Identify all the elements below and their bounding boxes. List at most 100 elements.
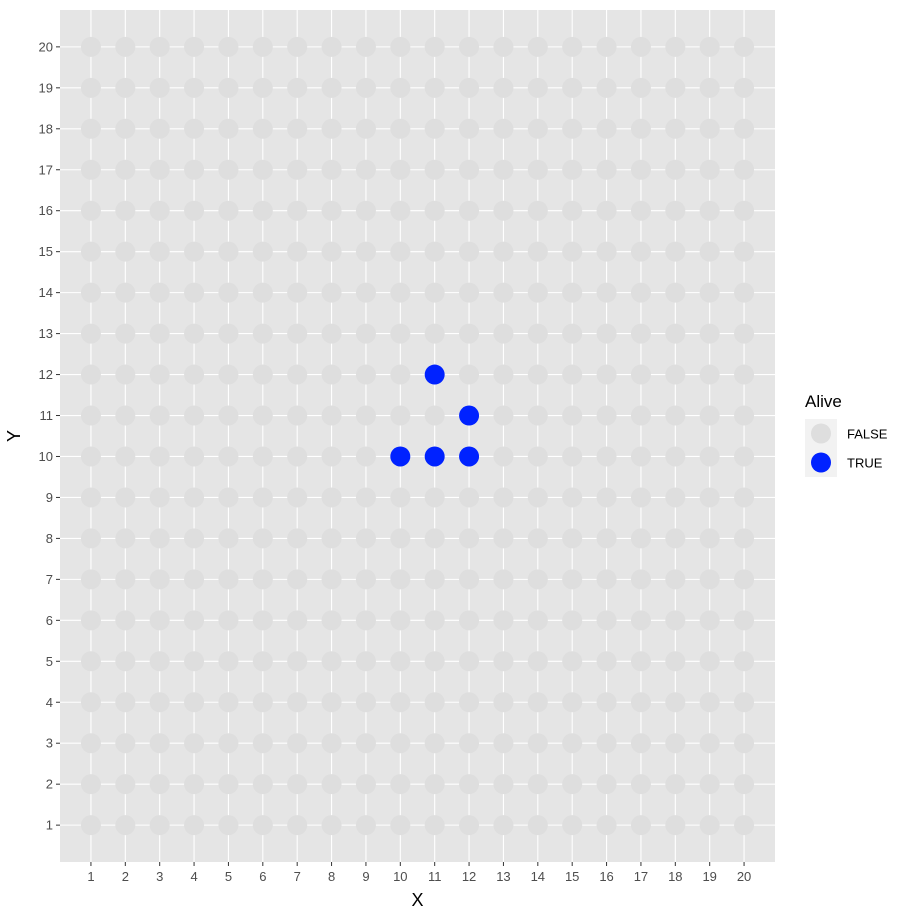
point-false-13-10 [493,446,514,467]
point-false-1-13 [80,323,101,344]
legend-title: Alive [805,392,842,411]
point-false-20-13 [734,323,755,344]
x-tick-label-1: 1 [87,869,94,884]
point-false-16-12 [596,364,617,385]
point-false-16-18 [596,118,617,139]
point-false-1-3 [80,733,101,754]
x-axis: 1 2 3 4 5 6 7 8 9 10 11 12 13 14 15 16 17 18 19 20 [87,862,751,884]
point-false-9-12 [355,364,376,385]
point-false-11-13 [424,323,445,344]
point-false-7-16 [287,200,308,221]
point-false-1-4 [80,692,101,713]
point-false-10-19 [390,77,411,98]
point-false-20-17 [734,159,755,180]
point-false-2-20 [115,36,136,57]
point-false-13-16 [493,200,514,221]
point-false-1-5 [80,651,101,672]
point-false-6-2 [252,774,273,795]
point-false-4-2 [184,774,205,795]
point-false-18-18 [665,118,686,139]
point-false-14-10 [527,446,548,467]
point-false-18-14 [665,282,686,303]
point-false-6-14 [252,282,273,303]
point-false-14-2 [527,774,548,795]
point-false-17-17 [630,159,651,180]
point-false-3-9 [149,487,170,508]
point-false-8-13 [321,323,342,344]
point-false-4-10 [184,446,205,467]
point-false-1-2 [80,774,101,795]
point-false-10-2 [390,774,411,795]
point-false-4-18 [184,118,205,139]
point-false-10-18 [390,118,411,139]
point-false-8-6 [321,610,342,631]
point-false-7-13 [287,323,308,344]
point-false-17-1 [630,815,651,836]
legend-key-true [811,452,831,473]
point-false-8-19 [321,77,342,98]
point-false-2-6 [115,610,136,631]
point-false-14-7 [527,569,548,590]
point-false-1-8 [80,528,101,549]
point-false-15-12 [562,364,583,385]
point-false-13-18 [493,118,514,139]
point-false-7-20 [287,36,308,57]
y-tick-label-3: 3 [46,736,53,751]
point-false-17-16 [630,200,651,221]
legend-key-false [811,423,831,444]
point-false-7-2 [287,774,308,795]
point-false-11-4 [424,692,445,713]
point-false-2-19 [115,77,136,98]
point-false-19-15 [699,241,720,262]
point-false-3-14 [149,282,170,303]
point-false-15-11 [562,405,583,426]
point-false-14-14 [527,282,548,303]
point-false-9-11 [355,405,376,426]
point-false-9-15 [355,241,376,262]
point-false-14-5 [527,651,548,672]
point-false-12-17 [459,159,480,180]
point-false-4-6 [184,610,205,631]
point-false-19-13 [699,323,720,344]
point-false-12-6 [459,610,480,631]
point-false-2-11 [115,405,136,426]
point-false-8-8 [321,528,342,549]
point-false-17-2 [630,774,651,795]
point-false-13-13 [493,323,514,344]
point-false-13-19 [493,77,514,98]
point-false-6-15 [252,241,273,262]
point-false-5-16 [218,200,239,221]
point-false-4-17 [184,159,205,180]
legend-label-false: FALSE [847,427,888,442]
point-false-8-18 [321,118,342,139]
point-false-17-15 [630,241,651,262]
point-false-2-18 [115,118,136,139]
point-false-3-12 [149,364,170,385]
point-false-9-7 [355,569,376,590]
point-false-7-15 [287,241,308,262]
point-false-19-19 [699,77,720,98]
point-false-15-5 [562,651,583,672]
point-false-13-20 [493,36,514,57]
point-false-3-1 [149,815,170,836]
point-false-8-15 [321,241,342,262]
point-false-8-3 [321,733,342,754]
point-false-16-3 [596,733,617,754]
point-false-10-3 [390,733,411,754]
point-false-19-17 [699,159,720,180]
point-false-4-19 [184,77,205,98]
y-tick-label-16: 16 [39,203,53,218]
point-false-20-19 [734,77,755,98]
point-false-2-5 [115,651,136,672]
legend: Alive FALSE TRUE [805,392,888,477]
point-false-14-16 [527,200,548,221]
point-false-1-9 [80,487,101,508]
point-false-10-15 [390,241,411,262]
point-false-2-12 [115,364,136,385]
point-false-14-20 [527,36,548,57]
point-false-16-13 [596,323,617,344]
y-tick-label-7: 7 [46,572,53,587]
point-false-3-10 [149,446,170,467]
point-false-17-3 [630,733,651,754]
